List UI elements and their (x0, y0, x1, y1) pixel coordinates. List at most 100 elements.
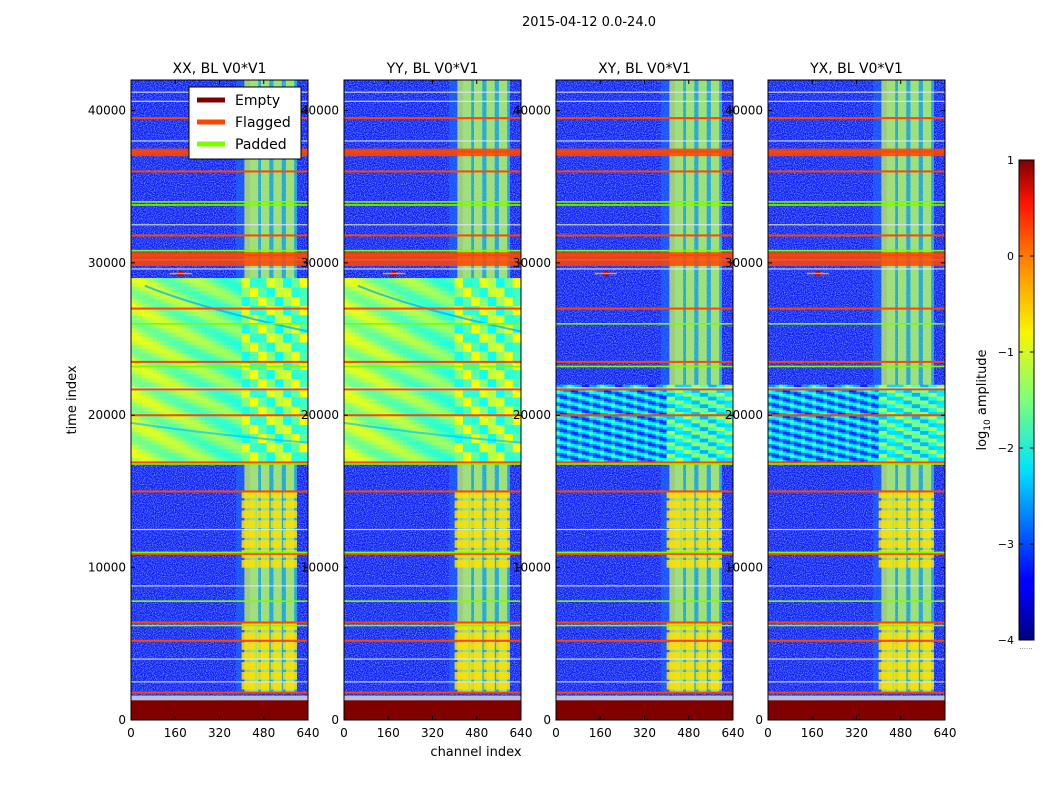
heatmap-cell (725, 450, 734, 454)
heatmap-cell (216, 378, 220, 383)
heatmap-cell (359, 311, 363, 316)
heatmap-cell (451, 349, 455, 354)
heatmap-cell (692, 442, 701, 446)
heatmap-cell (234, 424, 238, 429)
heatmap-cell (700, 408, 709, 412)
heatmap-cell (396, 424, 400, 429)
hot-block (908, 510, 919, 518)
heatmap-cell (135, 303, 139, 308)
hot-block (696, 510, 707, 518)
hot-block (920, 632, 934, 640)
heatmap-cell (471, 452, 480, 462)
heatmap-cell (366, 407, 370, 412)
heatmap-cell (392, 457, 396, 462)
heatmap-cell (131, 407, 135, 412)
panel-title: XX, BL V0*V1 (173, 61, 267, 77)
heatmap-cell (208, 353, 212, 358)
flagged-band (344, 252, 521, 266)
heatmap-cell (370, 295, 374, 300)
heatmap-cell (440, 419, 444, 424)
heatmap-cell (220, 349, 224, 354)
heatmap-cell (362, 399, 366, 404)
heatmap-cell (175, 370, 179, 375)
heatmap-cell (138, 340, 142, 345)
gap-row (344, 681, 521, 682)
heatmap-cell (418, 378, 422, 383)
heatmap-cell (436, 453, 440, 458)
flagged-band (556, 149, 733, 157)
heatmap-cell (190, 394, 194, 399)
heatmap-cell (447, 444, 451, 449)
heatmap-cell (425, 353, 429, 358)
heatmap-cell (410, 382, 414, 387)
heatmap-cell (444, 303, 448, 308)
heatmap-cell (496, 315, 505, 325)
heatmap-cell (392, 336, 396, 341)
heatmap-cell (440, 403, 444, 408)
heatmap-cell (149, 315, 153, 320)
heatmap-cell (362, 453, 366, 458)
heatmap-cell (220, 332, 224, 337)
heatmap-cell (135, 444, 139, 449)
hot-block (496, 501, 510, 509)
heatmap-cell (168, 340, 172, 345)
heatmap-cell (351, 315, 355, 320)
heatmap-cell (183, 315, 187, 320)
heatmap-cell (344, 432, 348, 437)
heatmap-cell (149, 332, 153, 337)
heatmap-cell (366, 428, 370, 433)
heatmap-cell (433, 340, 437, 345)
heatmap-cell (418, 457, 422, 462)
hot-block (470, 642, 482, 650)
heatmap-cell (223, 336, 227, 341)
heatmap-cell (208, 286, 212, 291)
heatmap-cell (267, 370, 276, 380)
heatmap-cell (451, 424, 455, 429)
heatmap-cell (425, 311, 429, 316)
heatmap-cell (355, 394, 359, 399)
heatmap-cell (433, 315, 437, 320)
heatmap-cell (410, 424, 414, 429)
padded-row (556, 625, 733, 627)
heatmap-cell (385, 282, 389, 287)
heatmap-cell (258, 415, 267, 425)
heatmap-cell (138, 345, 142, 350)
heatmap-cell (716, 442, 725, 446)
heatmap-cell (444, 374, 448, 379)
heatmap-cell (291, 370, 300, 380)
heatmap-cell (451, 399, 455, 404)
heatmap-cell (351, 328, 355, 333)
heatmap-cell (447, 299, 451, 304)
heatmap-cell (374, 370, 378, 375)
heatmap-cell (250, 351, 259, 361)
heatmap-cell (275, 351, 284, 361)
heatmap-cell (348, 457, 352, 462)
heatmap-cell (396, 457, 400, 462)
heatmap-cell (157, 374, 161, 379)
heatmap-cell (223, 328, 227, 333)
heatmap-cell (300, 287, 309, 297)
heatmap-cell (700, 404, 709, 408)
heatmap-cell (359, 315, 363, 320)
hot-block (496, 682, 510, 690)
heatmap-cell (433, 419, 437, 424)
heatmap-cell (179, 457, 183, 462)
heatmap-cell (366, 399, 370, 404)
flagged-row (344, 234, 521, 236)
heatmap-cell (433, 378, 437, 383)
padded-row (131, 600, 308, 602)
heatmap-cell (242, 434, 251, 444)
hot-block (908, 520, 919, 528)
heatmap-cell (374, 432, 378, 437)
hot-block (682, 520, 694, 528)
heatmap-cell (683, 442, 692, 446)
heatmap-cell (212, 299, 216, 304)
heatmap-cell (153, 332, 157, 337)
heatmap-cell (208, 424, 212, 429)
heatmap-cell (388, 432, 392, 437)
heatmap-cell (275, 315, 284, 325)
heatmap-cell (407, 419, 411, 424)
heatmap-cell (348, 382, 352, 387)
heatmap-cell (433, 370, 437, 375)
heatmap-cell (231, 299, 235, 304)
